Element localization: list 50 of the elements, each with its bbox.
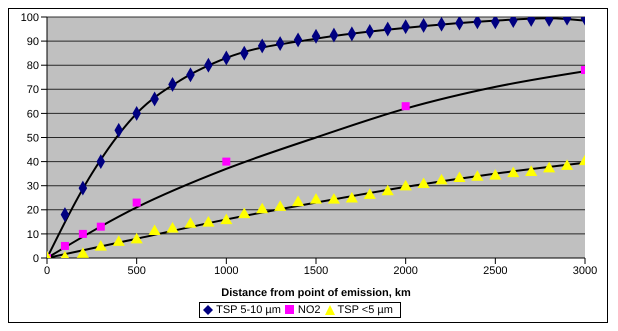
point xyxy=(310,193,322,204)
y-tick-label: 80 xyxy=(26,60,39,72)
y-tick-label: 50 xyxy=(26,132,39,144)
point xyxy=(148,224,161,235)
point xyxy=(560,159,574,170)
x-tick-label: 500 xyxy=(127,264,146,277)
point xyxy=(525,165,538,176)
y-tick-label: 40 xyxy=(26,156,39,169)
x-tick-label: 1000 xyxy=(214,264,239,277)
point xyxy=(489,169,502,180)
y-tick-label: 70 xyxy=(26,84,39,96)
point xyxy=(382,184,394,196)
point xyxy=(202,216,214,227)
point xyxy=(471,170,484,181)
legend-label: TSP <5 µm xyxy=(336,304,393,316)
legend-label: NO2 xyxy=(296,304,321,316)
y-tick-label: 20 xyxy=(26,204,39,217)
x-tick-label: 0 xyxy=(44,264,50,277)
y-tick-label: 90 xyxy=(26,36,39,48)
x-tick-label: 2500 xyxy=(483,264,508,277)
point xyxy=(274,200,286,211)
point xyxy=(94,240,107,251)
point xyxy=(543,162,556,172)
point xyxy=(400,180,412,190)
point xyxy=(238,208,250,218)
point xyxy=(166,222,179,233)
y-tick-label: 0 xyxy=(32,252,39,265)
point xyxy=(130,232,143,244)
point xyxy=(346,192,358,202)
point xyxy=(435,174,448,184)
point xyxy=(364,188,376,199)
y-tick-label: 30 xyxy=(26,180,39,193)
y-tick-label: 100 xyxy=(20,12,39,24)
y-tick-label: 10 xyxy=(26,228,39,241)
point xyxy=(453,171,466,182)
x-tick-label: 1500 xyxy=(304,264,328,277)
y-tick-label: 60 xyxy=(26,108,39,120)
point xyxy=(328,193,340,204)
point xyxy=(112,235,125,246)
point xyxy=(418,177,430,188)
point xyxy=(184,217,197,228)
point xyxy=(507,166,520,178)
x-tick-label: 3000 xyxy=(572,264,598,277)
x-tick-label: 2000 xyxy=(393,264,418,277)
point xyxy=(220,214,232,224)
point xyxy=(292,196,304,206)
x-axis-title: Distance from point of emission, km xyxy=(221,287,411,299)
point xyxy=(76,247,89,258)
point xyxy=(256,202,268,214)
legend-label: TSP 5-10 µm xyxy=(215,304,281,316)
